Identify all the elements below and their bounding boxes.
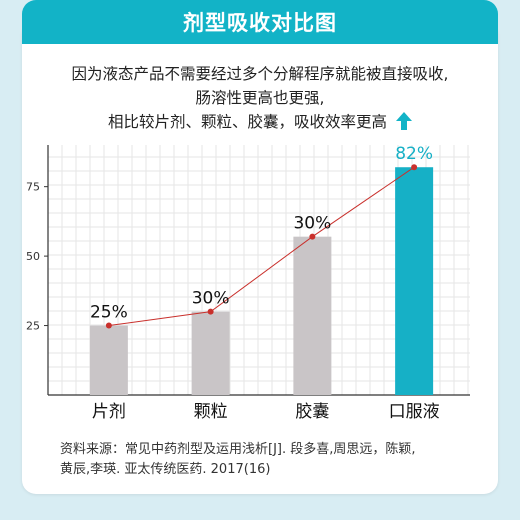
bar [395,167,434,395]
title-banner: 剂型吸收对比图 [22,0,498,44]
x-tick-label: 颗粒 [194,402,228,422]
up-arrow-icon [395,112,412,134]
description-line-3: 相比较片剂、颗粒、胶囊，吸收效率更高 [108,113,388,131]
y-tick-label: 75 [26,181,40,194]
bar [293,236,332,395]
data-point [105,322,112,329]
x-tick-label: 片剂 [92,402,126,422]
bar [191,311,230,395]
source-line-1: 资料来源：常见中药剂型及运用浅析[J]. 段多喜,周思远，陈颖, [60,442,416,457]
data-label: 30% [192,289,230,309]
trend-line [108,166,415,327]
data-point [207,308,214,315]
data-label: 82% [395,144,433,164]
bar [89,325,128,395]
description-line-1: 因为液态产品不需要经过多个分解程序就能被直接吸收, [71,65,449,83]
y-tick-label: 25 [26,320,40,333]
description-line-3-wrap: 相比较片剂、颗粒、胶囊，吸收效率更高 [22,110,498,134]
page-title: 剂型吸收对比图 [183,11,337,35]
data-point [411,164,418,171]
y-tick-label: 50 [26,250,40,263]
data-label: 30% [293,214,331,234]
data-label: 25% [90,303,128,323]
x-tick-label: 胶囊 [295,402,329,422]
source-line-2: 黄辰,李瑛. 亚太传统医药. 2017(16) [60,462,271,477]
x-tick-label: 口服液 [389,402,440,422]
description-line-2: 肠溶性更高也更强, [195,89,325,107]
data-point [309,233,316,240]
